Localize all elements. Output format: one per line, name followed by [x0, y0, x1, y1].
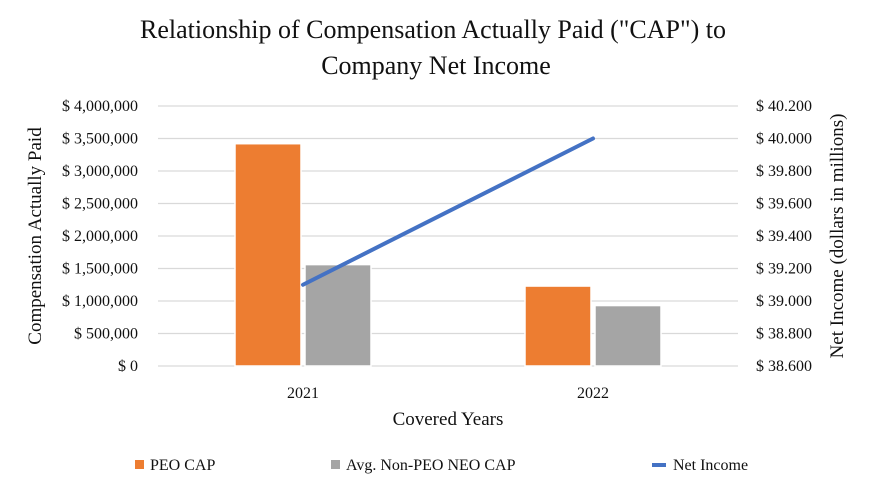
y2-tick-label: $ 39.800 — [756, 163, 812, 180]
x-tick-label: 2022 — [577, 385, 609, 402]
chart-title: Relationship of Compensation Actually Pa… — [140, 15, 726, 80]
y-tick-label: $ 3,500,000 — [62, 131, 138, 148]
y2-tick-label: $ 38.600 — [756, 358, 812, 375]
y2-tick-label: $ 39.400 — [756, 228, 812, 245]
bar-peo-cap-2022 — [524, 285, 592, 367]
y-tick-label: $ 2,500,000 — [62, 196, 138, 213]
y-tick-label: $ 1,500,000 — [62, 261, 138, 278]
lines — [301, 136, 595, 287]
y-tick-label: $ 4,000,000 — [62, 98, 138, 115]
line-series-net-income — [301, 136, 595, 287]
chart-title-line-1: Relationship of Compensation Actually Pa… — [140, 15, 726, 44]
bar-avg-non-peo-neo-cap-2021 — [304, 263, 372, 367]
y2-tick-label: $ 39.000 — [756, 293, 812, 310]
legend-swatch-avg-non-peo-neo-cap — [331, 460, 340, 469]
x-axis-title: Covered Years — [393, 409, 504, 430]
y-tick-label: $ 500,000 — [74, 326, 138, 343]
y-axis-ticks: $ 0 $ 500,000 $ 1,000,000 $ 1,500,000 $ 2,00… — [62, 98, 138, 375]
y-tick-label: $ 0 — [118, 358, 138, 375]
legend-label: Avg. Non-PEO NEO CAP — [346, 457, 516, 474]
bar-peo-cap-2021 — [234, 142, 302, 367]
y2-tick-label: $ 39.200 — [756, 261, 812, 278]
legend-swatch-peo-cap — [135, 460, 144, 469]
y2-tick-label: $ 39.600 — [756, 196, 812, 213]
y-tick-label: $ 2,000,000 — [62, 228, 138, 245]
legend-label: PEO CAP — [150, 457, 215, 474]
x-axis-ticks: 2021 2022 — [287, 385, 609, 402]
y2-tick-label: $ 38.800 — [756, 326, 812, 343]
y2-axis-title: Net Income (dollars in millions) — [827, 114, 848, 359]
bar-avg-non-peo-neo-cap-2022 — [594, 304, 662, 367]
legend: PEO CAP Avg. Non-PEO NEO CAP Net Income — [135, 457, 748, 474]
y-tick-label: $ 3,000,000 — [62, 163, 138, 180]
y2-tick-label: $ 40.200 — [756, 98, 812, 115]
y-axis-title: Compensation Actually Paid — [25, 127, 46, 345]
bars — [234, 142, 662, 367]
x-tick-label: 2021 — [287, 385, 319, 402]
legend-label: Net Income — [673, 457, 748, 474]
y-tick-label: $ 1,000,000 — [62, 293, 138, 310]
y2-axis-ticks: $ 38.600 $ 38.800 $ 39.000 $ 39.200 $ 39.400… — [756, 98, 812, 375]
chart-title-line-2: Company Net Income — [321, 51, 551, 80]
y2-tick-label: $ 40.000 — [756, 131, 812, 148]
